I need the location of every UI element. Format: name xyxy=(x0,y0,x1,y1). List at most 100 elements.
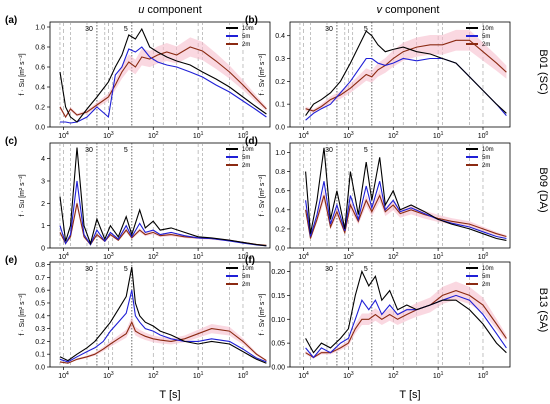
y-tick-label: 3 xyxy=(41,178,45,185)
y-axis-label: f · Su [m² s⁻²] xyxy=(19,53,26,95)
time-marker-label: 5 xyxy=(364,26,368,33)
legend-label-2m: 2m xyxy=(242,282,250,288)
u-component-header: u component xyxy=(138,4,202,16)
series-line-5m xyxy=(59,290,267,363)
x-tick-label: 101 xyxy=(433,131,444,140)
y-tick-label: 0.8 xyxy=(35,262,45,269)
y-tick-label: 0.1 xyxy=(35,352,45,359)
x-axis-label-left: T [s] xyxy=(159,389,180,401)
y-tick-label: 0.4 xyxy=(35,85,45,92)
series-line-5m xyxy=(60,46,267,124)
legend-label-5m: 5m xyxy=(242,155,250,161)
x-tick-label: 103 xyxy=(103,131,114,140)
x-tick-label: 101 xyxy=(433,252,444,261)
x-tick-label: 103 xyxy=(343,371,354,380)
y-tick-label: 1.0 xyxy=(35,25,45,32)
panel-letter: (f) xyxy=(245,255,255,266)
legend-label-2m: 2m xyxy=(242,42,250,48)
x-tick-label: 104 xyxy=(298,131,309,140)
legend-label-2m: 2m xyxy=(482,42,490,48)
x-tick-label: 104 xyxy=(58,371,69,380)
legend-label-10m: 10m xyxy=(482,147,494,153)
panel-letter: (d) xyxy=(245,136,258,147)
x-tick-label: 104 xyxy=(298,252,309,261)
x-tick-label: 102 xyxy=(388,252,399,261)
time-marker-label: 5 xyxy=(124,266,128,273)
site-label-b13: B13 (SA) xyxy=(537,288,549,333)
y-tick-label: 0.2 xyxy=(35,105,45,112)
panel-a: 30 5 0.0 0.2 0.4 0.6 0.8 1.0 104 103 102 101 100 f · … xyxy=(5,15,271,140)
y-tick-label: 0.6 xyxy=(35,65,45,72)
y-tick-label: 0.20 xyxy=(271,269,285,276)
y-tick-label: 0.2 xyxy=(275,226,285,233)
y-tick-label: 0.4 xyxy=(275,33,285,40)
y-tick-label: 4 xyxy=(41,156,45,163)
y-tick-label: 1.0 xyxy=(275,150,285,157)
series-line-5m xyxy=(305,294,507,359)
confidence-band xyxy=(305,189,507,240)
panel-e: 30 5 0.0 0.1 0.2 0.3 0.4 0.5 0.6 0.7 0.8 104 103 102 1… xyxy=(5,255,271,380)
x-tick-label: 102 xyxy=(148,252,159,261)
y-axis-label: f · Sv [m² s⁻²] xyxy=(259,175,266,217)
y-tick-label: 0.4 xyxy=(275,207,285,214)
y-tick-label: 0.8 xyxy=(275,169,285,176)
time-marker-label: 30 xyxy=(85,26,93,33)
x-tick-label: 100 xyxy=(238,371,249,380)
x-tick-label: 103 xyxy=(103,252,114,261)
x-tick-label: 102 xyxy=(388,131,399,140)
legend-label-10m: 10m xyxy=(242,147,254,153)
x-tick-label: 103 xyxy=(343,252,354,261)
x-tick-label: 100 xyxy=(238,252,249,261)
series-line-10m xyxy=(305,269,507,354)
y-axis-label: f · Sv [m² s⁻²] xyxy=(259,294,266,336)
y-axis-label: f · Sv [m² s⁻²] xyxy=(259,54,266,96)
y-axis-label: f · Su [m² s⁻²] xyxy=(19,174,26,216)
confidence-band xyxy=(305,29,507,113)
x-tick-label: 101 xyxy=(433,371,444,380)
legend-label-5m: 5m xyxy=(242,274,250,280)
y-tick-label: 0.3 xyxy=(35,326,45,333)
time-marker-label: 5 xyxy=(364,147,368,154)
y-tick-label: 0 xyxy=(41,246,45,253)
legend-label-2m: 2m xyxy=(482,282,490,288)
legend-label-2m: 2m xyxy=(482,163,490,169)
legend-label-10m: 10m xyxy=(482,26,494,32)
panel-d: 30 5 0.0 0.2 0.4 0.6 0.8 1.0 104 103 102 101 100 f · … xyxy=(245,136,511,261)
y-tick-label: 0.0 xyxy=(35,125,45,132)
series-line-10m xyxy=(59,27,267,123)
y-tick-label: 0.00 xyxy=(271,365,285,372)
x-tick-label: 101 xyxy=(193,131,204,140)
panel-letter: (a) xyxy=(5,15,17,26)
y-tick-label: 0.0 xyxy=(275,125,285,132)
x-tick-label: 102 xyxy=(148,131,159,140)
x-tick-label: 100 xyxy=(478,371,489,380)
y-tick-label: 0.7 xyxy=(35,275,45,282)
series-line-10m xyxy=(59,266,267,364)
y-tick-label: 2 xyxy=(41,201,45,208)
x-tick-label: 100 xyxy=(478,131,489,140)
panel-c: 30 5 0 1 2 3 4 104 103 102 101 100 f · Su [m² s⁻²] (c… xyxy=(5,136,271,261)
y-tick-label: 0.05 xyxy=(271,341,285,348)
x-tick-label: 104 xyxy=(58,131,69,140)
y-tick-label: 1 xyxy=(41,223,45,230)
series-line-5m xyxy=(59,180,267,247)
legend-label-5m: 5m xyxy=(482,274,490,280)
time-marker-label: 5 xyxy=(124,147,128,154)
x-tick-label: 103 xyxy=(103,371,114,380)
series-line-2m xyxy=(59,320,267,364)
time-marker-label: 30 xyxy=(85,147,93,154)
series-line-10m xyxy=(305,30,507,116)
time-marker-label: 30 xyxy=(85,266,93,273)
time-marker-label: 30 xyxy=(325,147,333,154)
x-tick-label: 103 xyxy=(343,131,354,140)
y-tick-label: 0.3 xyxy=(275,56,285,63)
y-tick-label: 0.0 xyxy=(35,365,45,372)
panel-f: 30 5 0.00 0.05 0.10 0.15 0.20 104 103 102 101 100 f … xyxy=(245,255,511,380)
x-axis-label-right: T [s] xyxy=(399,389,420,401)
confidence-band xyxy=(59,197,267,246)
legend-label-10m: 10m xyxy=(242,26,254,32)
panel-letter: (e) xyxy=(5,255,17,266)
site-label-b01: B01 (SC) xyxy=(537,49,549,94)
y-axis-label: f · Su [m² s⁻²] xyxy=(19,293,26,335)
